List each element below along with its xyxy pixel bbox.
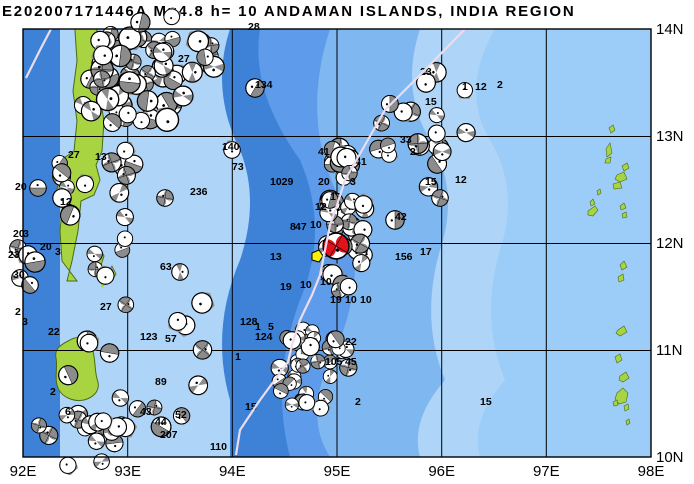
svg-text:17: 17 — [420, 246, 432, 258]
svg-text:12: 12 — [315, 201, 327, 213]
svg-text:94E: 94E — [219, 463, 246, 480]
svg-text:96E: 96E — [428, 463, 455, 480]
svg-text:20: 20 — [15, 181, 27, 193]
svg-text:3: 3 — [55, 246, 61, 258]
svg-text:10: 10 — [360, 294, 372, 306]
svg-text:10: 10 — [345, 294, 357, 306]
svg-text:23: 23 — [8, 249, 20, 261]
svg-text:92E: 92E — [10, 463, 37, 480]
svg-text:15: 15 — [425, 96, 437, 108]
svg-text:95E: 95E — [324, 463, 351, 480]
svg-text:1: 1 — [235, 351, 241, 363]
svg-text:27: 27 — [100, 301, 112, 313]
svg-text:93E: 93E — [114, 463, 141, 480]
svg-text:236: 236 — [190, 186, 208, 198]
svg-text:156: 156 — [395, 251, 413, 263]
svg-text:3: 3 — [23, 228, 29, 240]
svg-text:27: 27 — [178, 53, 190, 65]
svg-text:10N: 10N — [656, 449, 684, 466]
svg-text:44: 44 — [155, 416, 167, 428]
svg-text:14N: 14N — [656, 21, 684, 38]
svg-text:5: 5 — [268, 321, 274, 333]
svg-text:10: 10 — [300, 279, 312, 291]
svg-text:27: 27 — [68, 149, 80, 161]
svg-text:13: 13 — [95, 151, 107, 163]
svg-text:89: 89 — [155, 376, 167, 388]
svg-text:13N: 13N — [656, 128, 684, 145]
svg-text:1029: 1029 — [270, 176, 294, 188]
svg-text:73: 73 — [232, 161, 244, 173]
svg-text:22: 22 — [345, 336, 357, 348]
svg-text:2: 2 — [355, 396, 361, 408]
svg-text:105: 105 — [325, 356, 343, 368]
svg-text:20: 20 — [40, 241, 52, 253]
svg-text:2: 2 — [497, 79, 503, 91]
svg-text:12N: 12N — [656, 235, 684, 252]
svg-text:10: 10 — [310, 219, 322, 231]
svg-text:207: 207 — [160, 429, 178, 441]
svg-text:97E: 97E — [533, 463, 560, 480]
svg-text:19: 19 — [330, 294, 342, 306]
svg-text:140: 140 — [222, 141, 240, 153]
svg-text:110: 110 — [210, 441, 227, 453]
svg-text:1: 1 — [255, 321, 261, 333]
svg-text:2: 2 — [15, 306, 21, 318]
svg-text:41: 41 — [318, 146, 330, 158]
svg-text:2: 2 — [410, 146, 416, 158]
svg-text:E202007171446A M=4.8 h= 10 AND: E202007171446A M=4.8 h= 10 ANDAMAN ISLAN… — [2, 3, 575, 20]
svg-text:42: 42 — [395, 211, 407, 223]
svg-text:63: 63 — [160, 261, 172, 273]
svg-text:12: 12 — [455, 174, 467, 186]
svg-text:28: 28 — [248, 21, 260, 33]
svg-text:13: 13 — [270, 251, 282, 263]
svg-text:19: 19 — [280, 281, 292, 293]
svg-text:15: 15 — [480, 396, 492, 408]
svg-text:47: 47 — [295, 221, 307, 233]
svg-text:134: 134 — [255, 79, 273, 91]
svg-text:11N: 11N — [656, 342, 682, 359]
svg-text:43: 43 — [140, 406, 152, 418]
svg-text:3: 3 — [350, 176, 356, 188]
svg-text:6: 6 — [65, 406, 71, 418]
svg-text:12: 12 — [475, 81, 487, 93]
svg-text:45: 45 — [345, 356, 357, 368]
svg-text:123: 123 — [140, 331, 158, 343]
svg-text:20: 20 — [318, 176, 330, 188]
svg-text:15: 15 — [425, 176, 437, 188]
svg-text:52: 52 — [175, 409, 187, 421]
svg-text:2: 2 — [50, 386, 56, 398]
svg-text:33: 33 — [400, 134, 412, 146]
svg-text:22: 22 — [48, 326, 60, 338]
svg-text:57: 57 — [165, 333, 177, 345]
svg-text:1: 1 — [462, 81, 468, 93]
svg-text:12: 12 — [60, 196, 72, 208]
svg-text:10: 10 — [320, 276, 332, 288]
